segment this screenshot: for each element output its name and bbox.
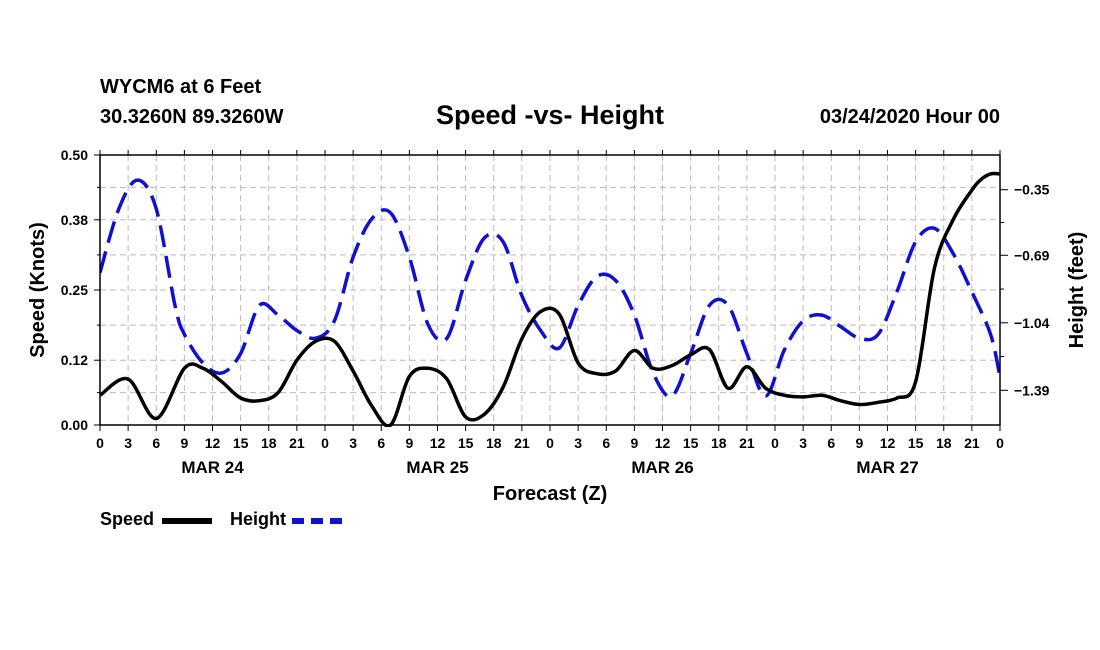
x-tick-label: 3 [574,435,582,451]
x-tick-label: 18 [711,435,727,451]
x-tick-label: 15 [683,435,699,451]
x-day-label: MAR 26 [631,458,693,477]
x-tick-label: 0 [996,435,1004,451]
x-tick-label: 6 [377,435,385,451]
x-tick-label: 9 [405,435,413,451]
y-left-tick-label: 0.38 [61,212,88,228]
x-tick-label: 6 [152,435,160,451]
x-tick-label: 0 [96,435,104,451]
y-right-tick-label: −1.04 [1014,315,1050,331]
x-tick-label: 21 [514,435,530,451]
x-day-label: MAR 25 [406,458,468,477]
y-left-tick-label: 0.25 [61,282,88,298]
x-tick-label: 9 [855,435,863,451]
x-tick-label: 12 [205,435,221,451]
x-tick-label: 0 [321,435,329,451]
y-left-tick-label: 0.00 [61,417,88,433]
axis-labels: 0 3 6 9 12 15 18 21 0 3 6 9 12 15 18 21 0 3 6 9 12 15 18 21 0 3 6 9… [27,147,1088,505]
legend-speed-swatch [162,518,212,524]
axis-ticks [94,150,1008,431]
x-tick-label: 15 [908,435,924,451]
x-tick-label: 9 [630,435,638,451]
legend-speed-label: Speed [100,509,155,529]
legend-height-swatch [292,518,342,524]
x-tick-label: 0 [771,435,779,451]
y-right-tick-label: −0.69 [1014,247,1050,263]
y-left-axis-title: Speed (Knots) [27,222,49,358]
series-line-speed [100,171,1000,427]
x-tick-label: 9 [180,435,188,451]
series-line-height [100,178,1000,399]
forecast-run-time: 03/24/2020 Hour 00 [819,106,1000,128]
station-coordinates: 30.3260N 89.3260W [100,106,284,128]
x-tick-label: 12 [880,435,896,451]
x-tick-label: 0 [546,435,554,451]
x-tick-label: 3 [349,435,357,451]
series-lines [100,171,1000,427]
y-right-axis-title: Height (feet) [1066,232,1088,349]
x-tick-label: 6 [827,435,835,451]
grid [100,155,1000,425]
x-day-label: MAR 24 [181,458,244,477]
y-right-tick-label: −1.39 [1014,382,1050,398]
x-tick-label: 21 [289,435,305,451]
x-tick-label: 18 [261,435,277,451]
x-axis-title: Forecast (Z) [493,483,607,505]
x-tick-label: 18 [936,435,952,451]
y-left-tick-label: 0.50 [61,147,88,163]
legend-height-label: Height [230,509,286,529]
x-tick-label: 12 [430,435,446,451]
x-tick-label: 15 [233,435,249,451]
x-tick-label: 18 [486,435,502,451]
x-day-label: MAR 27 [856,458,918,477]
x-tick-label: 12 [655,435,671,451]
x-tick-label: 21 [964,435,980,451]
x-tick-label: 15 [458,435,474,451]
chart-title: Speed -vs- Height [435,100,665,130]
station-name: WYCM6 at 6 Feet [100,76,262,98]
x-tick-label: 6 [602,435,610,451]
y-left-tick-label: 0.12 [61,352,88,368]
x-tick-label: 21 [739,435,755,451]
x-tick-label: 3 [124,435,132,451]
y-right-tick-label: −0.35 [1014,182,1050,198]
x-tick-label: 3 [799,435,807,451]
